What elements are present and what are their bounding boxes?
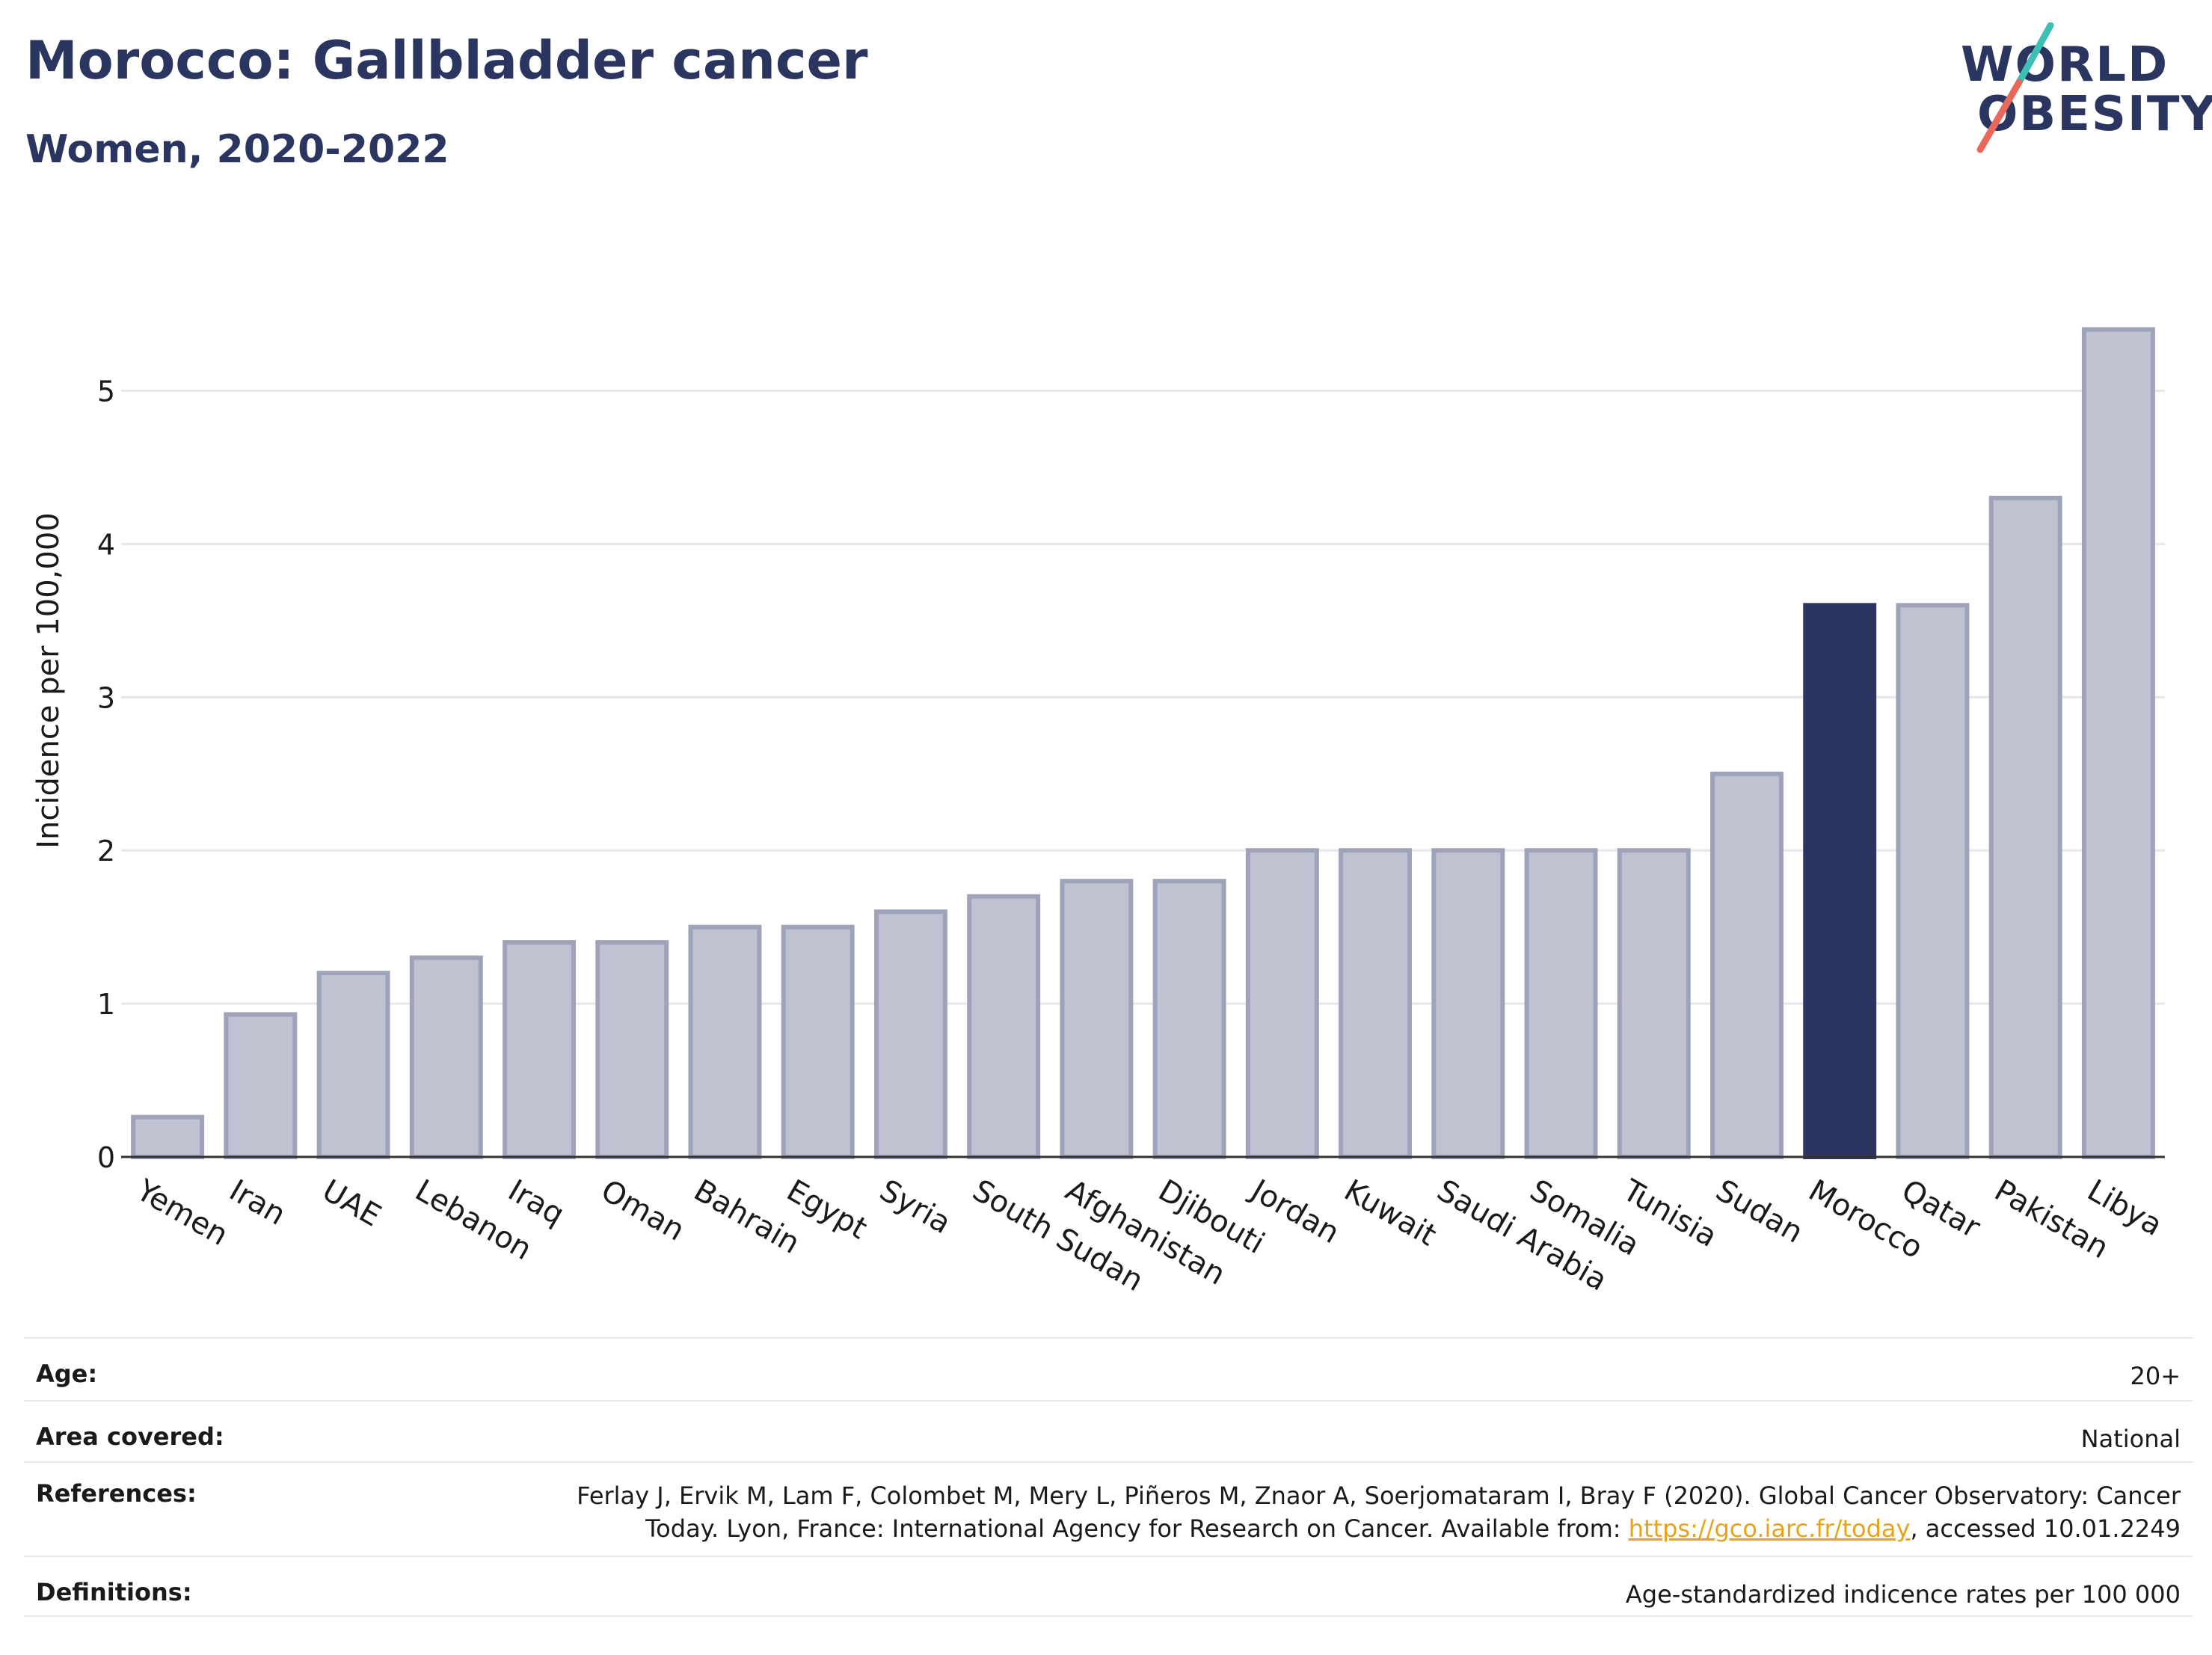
y-tick-label: 5 bbox=[97, 375, 115, 408]
page-title: Morocco: Gallbladder cancer bbox=[25, 30, 868, 91]
bar-iraq bbox=[503, 940, 576, 1159]
bar-qatar bbox=[1896, 603, 1970, 1159]
logo-slash-icon bbox=[1976, 22, 2054, 153]
y-tick-label: 3 bbox=[97, 681, 115, 714]
x-tick-label: Yemen bbox=[130, 1173, 234, 1253]
bar-yemen bbox=[131, 1114, 205, 1159]
y-tick-label: 1 bbox=[97, 988, 115, 1021]
bar-afghanistan bbox=[1060, 879, 1134, 1159]
x-tick-label: Iran bbox=[224, 1173, 292, 1232]
bar-saudi-arabia bbox=[1431, 848, 1505, 1159]
info-row-definitions: Definitions: Age-standardized indicence … bbox=[24, 1556, 2193, 1617]
references-link[interactable]: https://gco.iarc.fr/today bbox=[1628, 1514, 1911, 1543]
x-tick-label: Kuwait bbox=[1339, 1173, 1443, 1253]
info-table: Age: 20+ Area covered: National Referenc… bbox=[24, 1337, 2193, 1617]
age-label: Age: bbox=[36, 1360, 98, 1388]
bar-uae bbox=[316, 971, 390, 1160]
age-value: 20+ bbox=[2130, 1362, 2181, 1390]
bar-syria bbox=[873, 909, 947, 1159]
logo-word-obesity: OBESITY bbox=[1977, 87, 2212, 142]
bar-lebanon bbox=[409, 955, 483, 1159]
x-tick-label: UAE bbox=[316, 1173, 387, 1234]
bar-iran bbox=[224, 1012, 298, 1160]
y-axis-label: Incidence per 100,000 bbox=[31, 512, 66, 849]
y-axis-ticks: 0 1 2 3 4 5 bbox=[97, 375, 115, 1174]
y-tick-label: 0 bbox=[97, 1141, 115, 1174]
references-text-line1: Ferlay J, Ervik M, Lam F, Colombet M, Me… bbox=[577, 1481, 2181, 1510]
bar-somalia bbox=[1524, 848, 1598, 1159]
info-row-age: Age: 20+ bbox=[24, 1337, 2193, 1400]
page-subtitle: Women, 2020-2022 bbox=[25, 127, 449, 172]
x-tick-label: Bahrain bbox=[688, 1173, 805, 1261]
x-tick-label: Sudan bbox=[1710, 1173, 1809, 1250]
bar-sudan bbox=[1710, 771, 1784, 1159]
definitions-value: Age-standardized indicence rates per 100… bbox=[1625, 1580, 2181, 1609]
references-label: References: bbox=[36, 1479, 197, 1508]
x-tick-label: Oman bbox=[595, 1173, 690, 1248]
bar-oman bbox=[595, 940, 669, 1159]
x-tick-label: Syria bbox=[874, 1173, 957, 1241]
references-accessed: , accessed 10.01.2249 bbox=[1910, 1514, 2181, 1543]
bar-djibouti bbox=[1152, 879, 1226, 1159]
bar-morocco bbox=[1803, 603, 1877, 1159]
bar-pakistan bbox=[1988, 495, 2062, 1159]
y-tick-label: 4 bbox=[97, 528, 115, 561]
bars bbox=[131, 327, 2155, 1160]
area-value: National bbox=[2080, 1425, 2181, 1453]
bar-libya bbox=[2081, 327, 2155, 1159]
bar-kuwait bbox=[1339, 848, 1413, 1159]
info-row-references: References: Ferlay J, Ervik M, Lam F, Co… bbox=[24, 1461, 2193, 1556]
area-label: Area covered: bbox=[36, 1422, 224, 1451]
bar-egypt bbox=[781, 924, 855, 1159]
y-tick-label: 2 bbox=[97, 835, 115, 868]
bar-tunisia bbox=[1617, 848, 1691, 1159]
references-value: Ferlay J, Ervik M, Lam F, Colombet M, Me… bbox=[577, 1479, 2181, 1545]
world-obesity-logo: WORLD OBESITY bbox=[1944, 22, 2212, 157]
bar-bahrain bbox=[688, 924, 762, 1159]
info-row-area: Area covered: National bbox=[24, 1400, 2193, 1461]
definitions-label: Definitions: bbox=[36, 1578, 192, 1606]
references-text-line2: Today. Lyon, France: International Agenc… bbox=[645, 1514, 1629, 1543]
bar-jordan bbox=[1245, 848, 1319, 1159]
logo-word-world: WORLD bbox=[1961, 37, 2169, 93]
bar-south-sudan bbox=[967, 894, 1041, 1159]
